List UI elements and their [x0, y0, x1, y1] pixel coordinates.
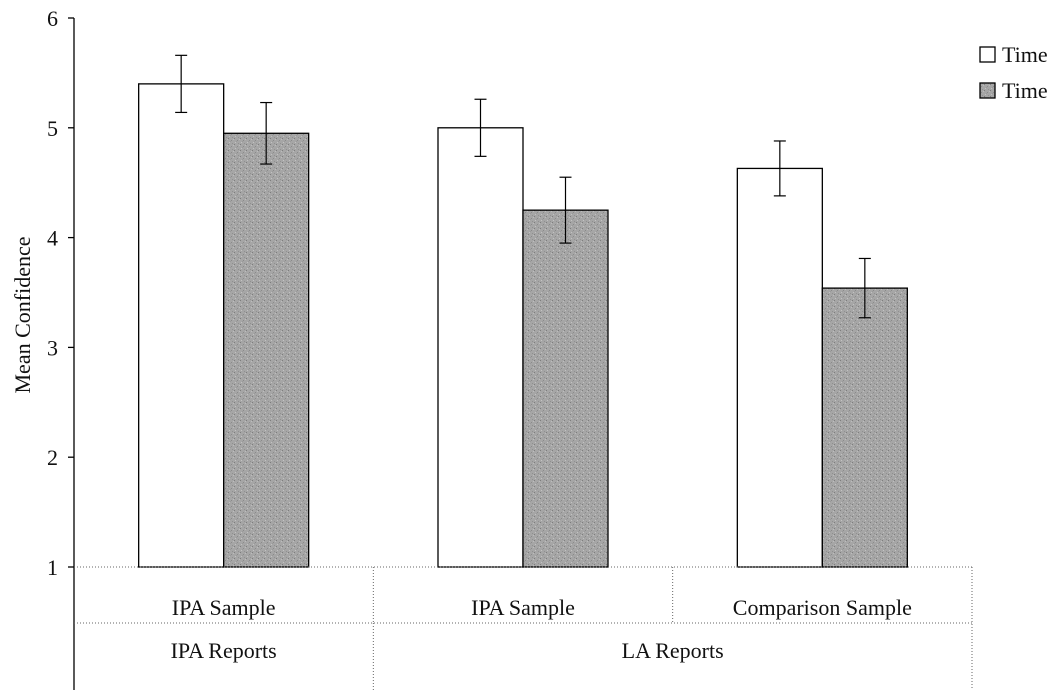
- group-label: IPA Reports: [171, 638, 277, 663]
- y-tick-label: 6: [47, 6, 58, 31]
- bar-time-2: [522, 209, 609, 568]
- y-tick-label: 5: [47, 116, 58, 141]
- bar-time-2: [223, 132, 310, 568]
- category-label: IPA Sample: [172, 595, 276, 620]
- category-label: Comparison Sample: [733, 595, 912, 620]
- category-table: IPA Reports LA Reports IPA Sample IPA Sampl…: [74, 566, 973, 690]
- y-axis-title: Mean Confidence: [10, 237, 35, 394]
- group-label: LA Reports: [622, 638, 724, 663]
- y-tick-label: 2: [47, 445, 58, 470]
- bar-time-1: [437, 127, 524, 568]
- legend-label: Time 1: [1002, 42, 1054, 67]
- y-tick-label: 1: [47, 555, 58, 580]
- legend-swatch: [979, 46, 996, 63]
- axes: 1 2 3 4 5 6: [47, 6, 75, 690]
- y-tick-label: 3: [47, 335, 58, 360]
- category-label: IPA Sample: [471, 595, 575, 620]
- bars-layer: [138, 83, 908, 568]
- error-bars-layer: [175, 54, 871, 319]
- bar-time-1: [736, 167, 823, 568]
- bar-time-1: [138, 83, 225, 568]
- bar-time-2: [821, 287, 908, 568]
- legend-swatch: [979, 82, 996, 99]
- legend: Time 1 Time 2: [979, 42, 1054, 103]
- y-tick-label: 4: [47, 226, 58, 251]
- legend-label: Time 2: [1002, 78, 1054, 103]
